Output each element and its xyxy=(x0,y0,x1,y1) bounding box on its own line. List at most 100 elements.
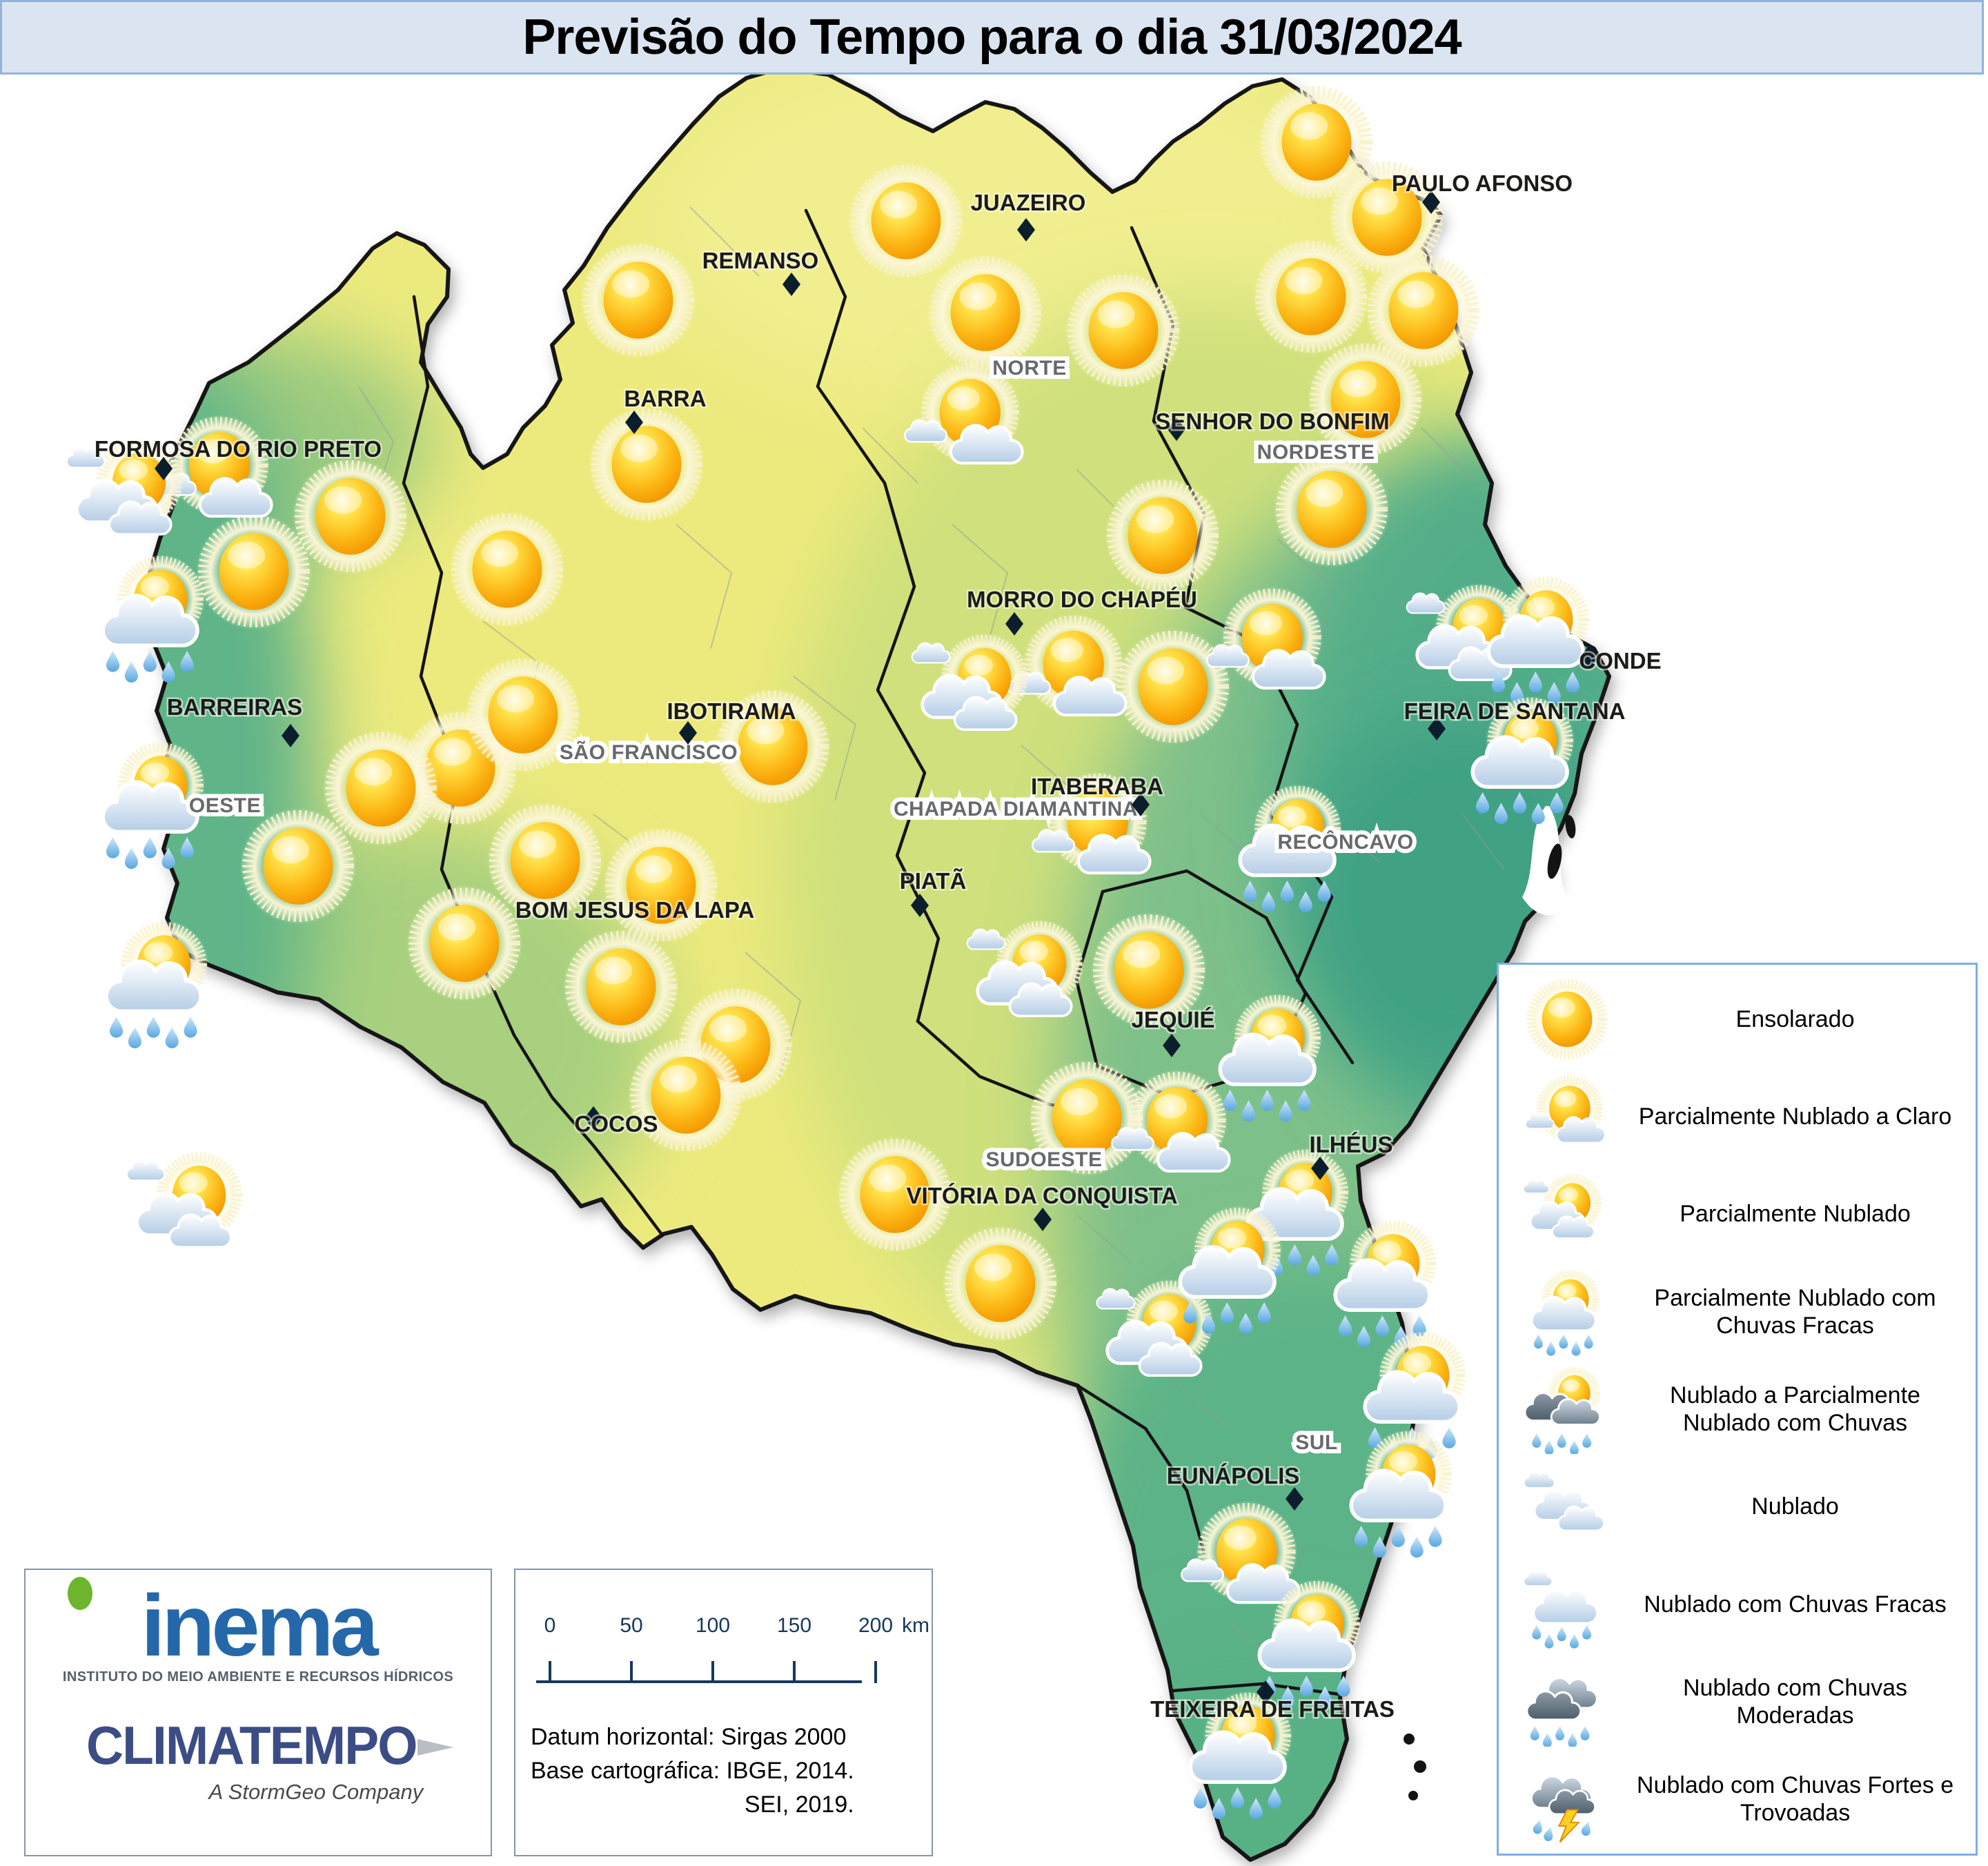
municipal-line xyxy=(676,524,733,649)
city-marker-icon xyxy=(1428,717,1446,740)
city-label: PIATÃ xyxy=(900,868,967,894)
scale-bar: 0 50 100 150 200 km xyxy=(529,1584,929,1701)
weather-icon-sun xyxy=(1104,477,1221,593)
legend-icon-clouds xyxy=(1515,1462,1619,1551)
legend-item: Nublado com Chuvas Fortes e Trovoadas xyxy=(1503,1751,1971,1848)
legend-item: Parcialmente Nublado com Chuvas Fracas xyxy=(1503,1263,1971,1360)
weather-icon-sun xyxy=(927,254,1043,371)
city-marker-icon xyxy=(155,457,173,480)
region-label: SUL xyxy=(1295,1431,1338,1454)
weather-icon-sun xyxy=(588,406,705,522)
legend-item: Nublado a Parcialmente Nublado com Chuva… xyxy=(1503,1360,1971,1457)
legend-icon-darkcloud-rain xyxy=(1515,1657,1619,1747)
city-label: SENHOR DO BONFIM xyxy=(1155,409,1389,434)
city-marker-icon xyxy=(783,273,800,296)
city-marker-icon xyxy=(1311,1157,1329,1180)
legend-label: Nublado com Chuvas Moderadas xyxy=(1682,1674,1908,1729)
city-label: CONDE xyxy=(1579,648,1661,674)
city-label: EUNÁPOLIS xyxy=(1167,1463,1300,1489)
datum-line: SEI, 2019. xyxy=(744,1791,854,1818)
legend-item: Nublado com Chuvas Moderadas xyxy=(1503,1653,1971,1750)
city-label: ITABERABA xyxy=(1031,774,1163,799)
legend-icon-storm xyxy=(1515,1754,1619,1844)
region-label: OESTE xyxy=(189,794,261,817)
region-label: SÃO FRANCISCO xyxy=(560,740,738,764)
region-labels-layer: NORTE NORDESTE OESTE SÃO FRANCISCO CHAPADA D… xyxy=(185,353,1417,1458)
city-marker-icon xyxy=(1163,1034,1181,1057)
weather-icon-sun xyxy=(942,1225,1059,1342)
page-title: Previsão do Tempo para o dia 31/03/2024 xyxy=(522,10,1462,65)
region-label: RECÔNCAVO xyxy=(1277,830,1413,854)
city-label: BOM JESUS DA LAPA xyxy=(515,897,755,923)
weather-icon-sun xyxy=(239,807,356,924)
climatempo-logo: CLIMATEMPO A StormGeo Company xyxy=(86,1714,454,1805)
climatempo-wordmark: CLIMATEMPO xyxy=(86,1715,417,1776)
legend-label: Parcialmente Nublado xyxy=(1680,1201,1911,1228)
city-marker-icon xyxy=(1132,793,1150,816)
scale-tick xyxy=(549,1661,551,1683)
inema-wordmark: inema xyxy=(141,1577,378,1674)
city-label: JUAZEIRO xyxy=(971,190,1086,215)
weather-icon-sun xyxy=(449,511,565,627)
city-labels-layer: FORMOSA DO RIO PRETO REMANSO JUAZEIRO PAULO… xyxy=(92,169,1663,1724)
city-label: ILHÉUS xyxy=(1309,1132,1392,1157)
legend-item: Nublado xyxy=(1503,1458,1971,1555)
weather-icon-sun xyxy=(847,162,964,279)
weather-icon-sun-rain xyxy=(106,920,208,1048)
city-marker-icon xyxy=(282,724,299,747)
region-label: SUDOESTE xyxy=(985,1148,1102,1171)
weather-icon-sun xyxy=(195,513,312,629)
city-label: REMANSO xyxy=(702,248,819,273)
region-boundary xyxy=(1076,1384,1206,1555)
city-label: FORMOSA DO RIO PRETO xyxy=(95,436,382,462)
scale-tick-label: 100 xyxy=(695,1614,731,1637)
datum-line: Base cartográfica: IBGE, 2014. xyxy=(531,1758,854,1784)
region-boundary xyxy=(402,295,665,1237)
municipal-line xyxy=(689,206,760,277)
scale-tick xyxy=(711,1661,714,1683)
city-label: IBOTIRAMA xyxy=(667,698,796,724)
title-bar: Previsão do Tempo para o dia 31/03/2024 xyxy=(0,0,1984,75)
legend-item: Nublado com Chuvas Fracas xyxy=(1503,1555,1971,1653)
scale-tick-label: 50 xyxy=(620,1614,643,1637)
city-label: JEQUIÉ xyxy=(1131,1007,1214,1032)
weather-icon-sun xyxy=(406,885,522,1001)
municipal-line xyxy=(1172,1379,1229,1429)
municipal-line xyxy=(1421,427,1477,484)
city-label: TEIXEIRA DE FREITAS xyxy=(1150,1696,1395,1722)
city-label: BARREIRAS xyxy=(167,694,302,720)
weather-icon-sun xyxy=(1065,272,1181,389)
legend-icon-sun-cloud xyxy=(1515,1072,1619,1161)
todos-os-santos-bay xyxy=(1404,806,1576,1800)
legend-icon-sun-clouds xyxy=(1515,1169,1619,1259)
weather-icon-sun xyxy=(602,827,719,943)
legend-icon-cloud-rain xyxy=(1515,1560,1619,1649)
datum-line: Datum horizontal: Sirgas 2000 xyxy=(531,1724,847,1750)
weather-icon-sun xyxy=(1114,628,1231,745)
weather-icon-sun xyxy=(562,928,679,1045)
weather-icon-sun xyxy=(580,242,696,358)
city-label: VITÓRIA DA CONQUISTA xyxy=(907,1183,1178,1208)
city-marker-icon xyxy=(1286,1487,1303,1511)
weather-icon-sun-clouds xyxy=(127,1150,244,1247)
municipal-line xyxy=(1076,1214,1132,1264)
municipal-line xyxy=(862,427,918,484)
municipal-line xyxy=(952,524,1009,649)
region-label: CHAPADA DIAMANTINA xyxy=(894,798,1138,821)
legend-label: Nublado com Chuvas Fortes e Trovoadas xyxy=(1636,1772,1954,1827)
city-label: COCOS xyxy=(574,1111,658,1137)
scale-line xyxy=(536,1680,862,1683)
city-marker-icon xyxy=(584,1106,602,1130)
scale-tick-label: 0 xyxy=(544,1614,556,1637)
legend-item: Parcialmente Nublado a Claro xyxy=(1503,1068,1971,1165)
climatempo-subtitle: A StormGeo Company xyxy=(208,1780,424,1804)
region-label: NORDESTE xyxy=(1257,441,1375,464)
weather-icon-sun xyxy=(1252,238,1369,355)
city-marker-icon xyxy=(625,411,643,434)
legend-label: Parcialmente Nublado a Claro xyxy=(1638,1103,1952,1130)
legend-label: Nublado com Chuvas Fracas xyxy=(1644,1591,1947,1618)
datum-info: Datum horizontal: Sirgas 2000 Base carto… xyxy=(531,1720,854,1822)
inema-green-dot-icon xyxy=(67,1577,92,1610)
climatempo-arrow-icon xyxy=(417,1739,454,1756)
